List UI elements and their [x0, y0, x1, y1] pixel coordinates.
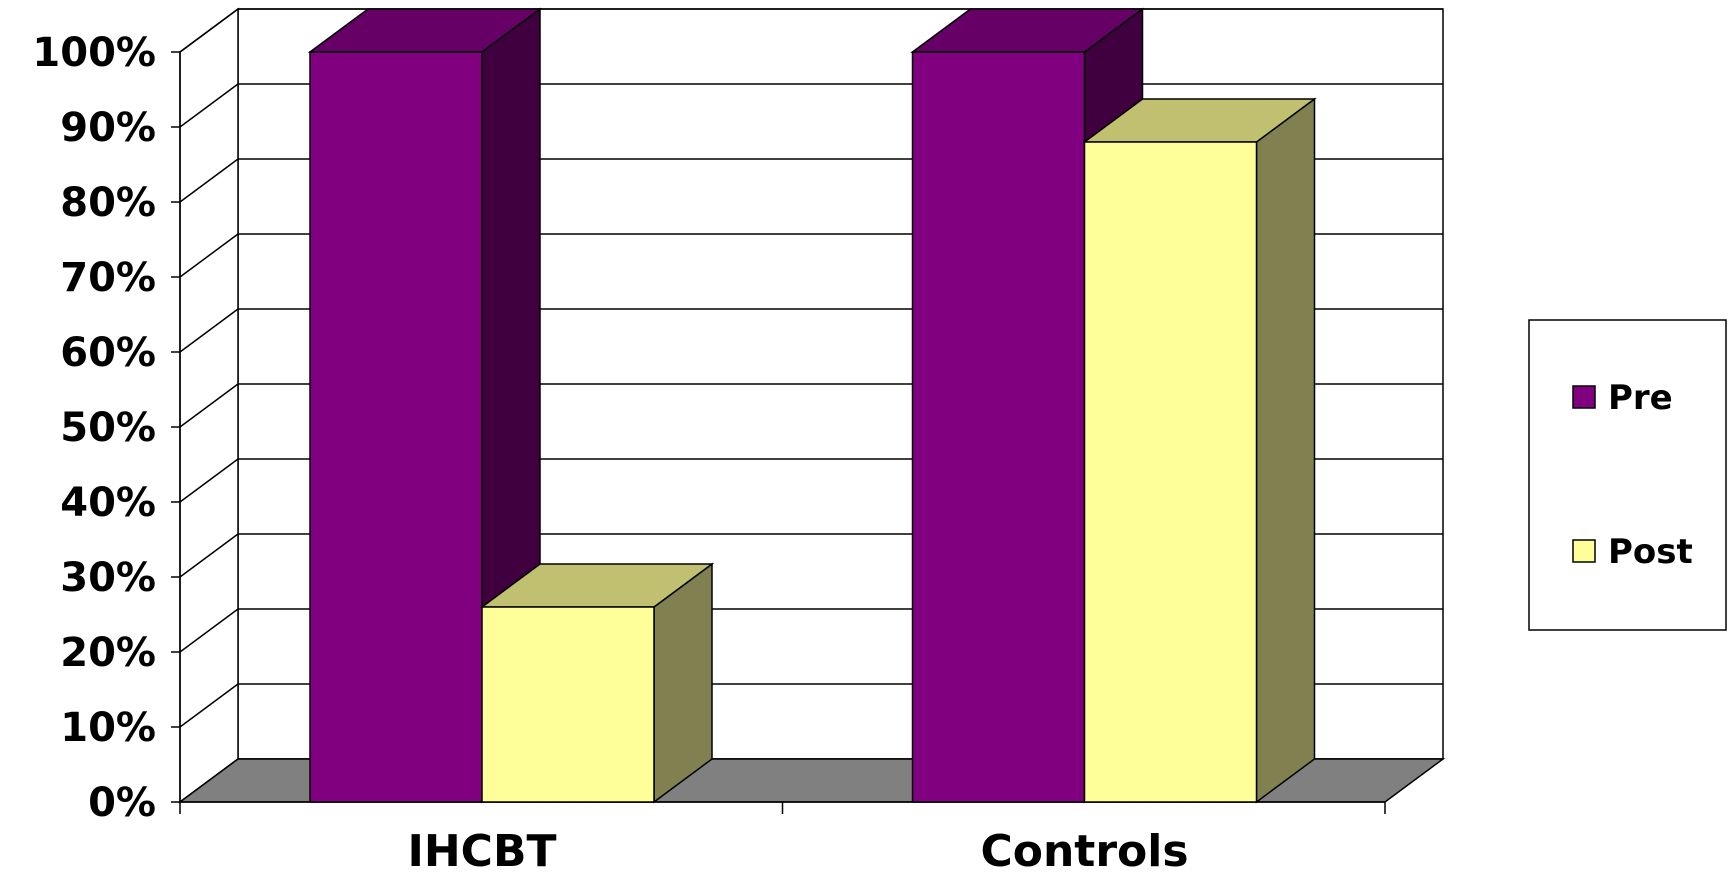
bar-front	[911, 51, 1086, 803]
bar-front	[481, 606, 655, 803]
y-tick-label: 20%	[60, 630, 156, 676]
legend: Pre Post	[1528, 319, 1727, 631]
y-tick-label: 90%	[60, 105, 156, 151]
y-tick-label: 50%	[60, 405, 156, 451]
legend-swatch	[1572, 539, 1596, 563]
bars	[307, 7, 1317, 804]
legend-swatch	[1572, 385, 1596, 409]
y-tick-label: 30%	[60, 555, 156, 601]
y-tick-label: 40%	[60, 480, 156, 526]
bar-post-controls	[1082, 97, 1317, 804]
y-tick-label: 10%	[60, 705, 156, 751]
bar-post-ihcbt	[479, 562, 715, 804]
gridline-side	[179, 308, 239, 353]
y-tick-label: 70%	[60, 255, 156, 301]
bar-front	[1083, 141, 1258, 803]
legend-label: Pre	[1608, 378, 1673, 418]
gridline-side	[179, 83, 239, 128]
legend-label: Post	[1608, 532, 1693, 572]
gridline-side	[179, 158, 239, 203]
y-tick-label: 60%	[60, 330, 156, 376]
bar-side	[1255, 97, 1316, 804]
bar-front	[309, 51, 483, 803]
y-tick-label: 100%	[32, 30, 156, 76]
y-tick-label: 80%	[60, 180, 156, 226]
gridline-side	[179, 458, 239, 503]
gridline-side	[179, 533, 239, 578]
gridline-side	[179, 683, 239, 728]
gridline-side	[179, 8, 239, 53]
category-label: IHCBT	[407, 826, 556, 876]
y-tick-label: 0%	[88, 780, 156, 826]
gridline-side	[179, 608, 239, 653]
category-labels: IHCBT Controls	[407, 826, 1188, 876]
gridline-side	[179, 383, 239, 428]
y-tick-labels: 0% 10% 20% 30% 40% 50% 60% 70% 80% 90% 100%	[32, 30, 156, 826]
category-label: Controls	[980, 826, 1188, 876]
gridline-side	[179, 233, 239, 278]
legend-box	[1528, 319, 1727, 631]
